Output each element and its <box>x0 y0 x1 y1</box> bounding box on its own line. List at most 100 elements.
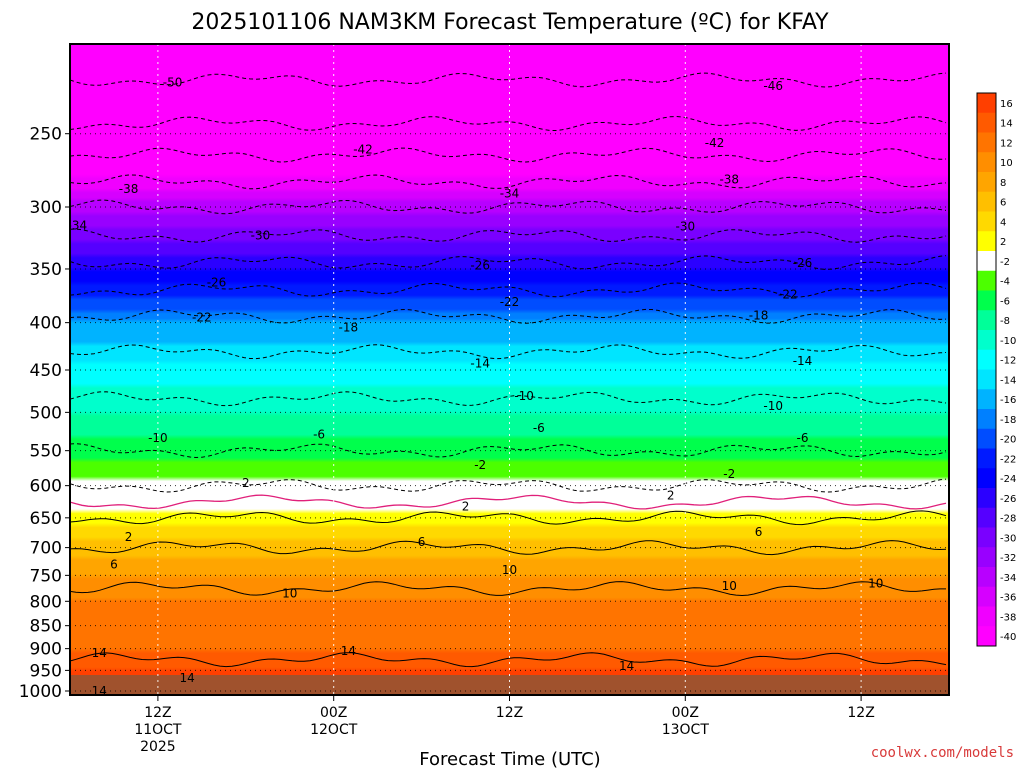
x-tick-label: 00Z <box>672 705 699 721</box>
plot-area: -50 -46-42 -42-38-38-34-34-30-30-26-26 -26-… <box>70 44 949 695</box>
colorbar-tick-label: 10 <box>1000 158 1013 169</box>
x-tick-label: 12Z <box>144 705 171 721</box>
y-tick-label: 600 <box>30 477 62 497</box>
colorbar-swatch <box>977 191 996 212</box>
colorbar-tick-label: -36 <box>1000 593 1016 604</box>
x-axis-label: Forecast Time (UTC) <box>419 749 600 768</box>
colorbar-frame <box>976 92 997 647</box>
x-tick-label: 12OCT <box>310 722 358 738</box>
isotherm-line <box>70 443 947 459</box>
colorbar-swatch <box>977 349 996 370</box>
colorbar-swatch <box>977 428 996 449</box>
colorbar-tick-label: -20 <box>1000 435 1016 446</box>
isotherm-line <box>70 147 947 163</box>
colorbar-tick-label: -22 <box>1000 454 1016 465</box>
freezing-line <box>70 494 947 510</box>
contour-label: -14 <box>470 357 490 371</box>
y-tick-label: 850 <box>30 617 62 637</box>
colorbar-tick-label: -12 <box>1000 356 1016 367</box>
x-tick-label: 00Z <box>320 705 347 721</box>
colorbar-swatch <box>977 547 996 568</box>
contour-label: 10 <box>502 563 517 577</box>
contour-label: -22 <box>192 311 212 325</box>
isotherm-line <box>70 510 947 526</box>
y-tick-label: 350 <box>30 260 62 280</box>
contour-label: -26 <box>470 259 490 273</box>
y-tick-label: 650 <box>30 509 62 529</box>
temperature-bands <box>70 72 947 668</box>
colorbar-tick-label: -4 <box>1000 277 1010 288</box>
colorbar-tick-label: -10 <box>1000 336 1016 347</box>
contour-label: 14 <box>92 646 107 660</box>
contour-label: 10 <box>282 587 297 601</box>
colorbar-tick-label: -16 <box>1000 395 1016 406</box>
contour-label: 2 <box>462 500 470 514</box>
colorbar-swatch <box>977 290 996 311</box>
contour-label: -6 <box>533 421 545 435</box>
contour-label: -6 <box>313 427 325 441</box>
colorbar-swatch <box>977 507 996 528</box>
x-tick-label: 12Z <box>496 705 523 721</box>
y-tick-label: 450 <box>30 361 62 381</box>
contour-label: 14 <box>619 659 634 673</box>
contour-label: 2 <box>125 530 133 544</box>
contour-label: -26 <box>207 276 227 290</box>
contour-label: 10 <box>868 576 883 590</box>
x-tick-label: 11OCT <box>134 722 182 738</box>
y-tick-label: 500 <box>30 403 62 423</box>
isotherm-line <box>70 652 947 668</box>
colorbar-swatch <box>977 270 996 291</box>
contour-label: -50 <box>163 75 183 89</box>
credit-text: coolwx.com/models <box>871 745 1014 761</box>
contour-label: -30 <box>251 228 271 242</box>
colorbar-tick-label: 16 <box>1000 99 1013 110</box>
isotherm-line <box>70 174 947 190</box>
y-tick-label: 750 <box>30 566 62 586</box>
contour-label: 2 <box>667 489 675 503</box>
colorbar-tick-label: 2 <box>1000 237 1006 248</box>
colorbar-swatch <box>977 93 996 114</box>
contour-label: -10 <box>148 431 168 445</box>
y-tick-label: 550 <box>30 442 62 462</box>
colorbar-swatch <box>977 409 996 430</box>
contour-label: -34 <box>500 186 520 200</box>
contour-label: -30 <box>675 220 695 234</box>
colorbar-tick-label: -28 <box>1000 514 1016 525</box>
y-tick-label: 250 <box>30 125 62 145</box>
contour-label: -10 <box>763 399 783 413</box>
colorbar-swatch <box>977 369 996 390</box>
isotherm-line <box>70 581 946 597</box>
y-axis-ticks: 250 300 350 400 450 500 550 600 650 700 750 800 850 9… <box>19 125 70 702</box>
contour-label: -2 <box>723 467 735 481</box>
contour-label: -22 <box>500 295 520 309</box>
colorbar-swatch <box>977 468 996 489</box>
colorbar-tick-label: 14 <box>1000 119 1013 130</box>
colorbar-swatch <box>977 626 996 647</box>
x-tick-label: 2025 <box>140 739 176 755</box>
isotherm-line <box>70 391 947 407</box>
y-tick-label: 900 <box>30 640 62 660</box>
x-tick-label: 12Z <box>847 705 874 721</box>
y-tick-label: 300 <box>30 198 62 218</box>
y-tick-label: 800 <box>30 592 62 612</box>
colorbar-tick-label: -6 <box>1000 296 1010 307</box>
ground-layer <box>70 675 949 695</box>
isotherm-line <box>70 72 947 88</box>
colorbar-swatch <box>977 389 996 410</box>
colorbar-tick-label: 4 <box>1000 217 1006 228</box>
colorbar-tick-label: -2 <box>1000 257 1010 268</box>
colorbar-tick-label: 8 <box>1000 178 1006 189</box>
colorbar-tick-label: -24 <box>1000 474 1016 485</box>
contour-label: -18 <box>339 321 359 335</box>
colorbar-tick-label: -40 <box>1000 632 1016 643</box>
contour-label: -26 <box>793 256 813 270</box>
y-tick-label: 1000 <box>19 682 62 702</box>
contour-labels: -50 -46-42 -42-38-38-34-34-30-30-26-26 -26-… <box>70 75 883 695</box>
contour-label: -42 <box>353 142 373 156</box>
contour-label: -14 <box>793 354 813 368</box>
contour-label: -18 <box>749 309 769 323</box>
colorbar-swatch <box>977 567 996 588</box>
contour-label: -6 <box>797 431 809 445</box>
gridlines <box>70 44 949 695</box>
colorbar-tick-label: 6 <box>1000 198 1006 209</box>
